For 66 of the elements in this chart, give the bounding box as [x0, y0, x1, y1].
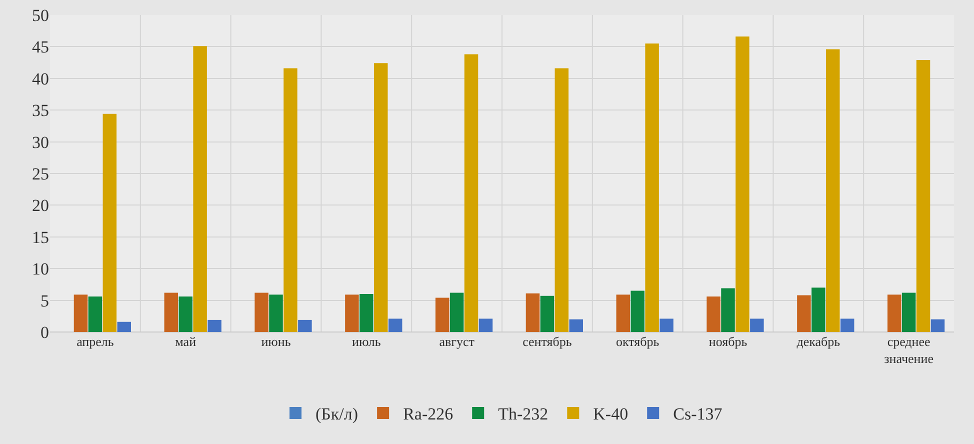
- bar: [193, 46, 207, 332]
- y-tick-label: 40: [32, 69, 49, 88]
- bar: [478, 318, 493, 332]
- y-tick-label: 35: [32, 101, 49, 120]
- bar: [164, 292, 178, 332]
- y-tick-label: 25: [32, 164, 49, 184]
- y-tick-label: 20: [32, 196, 49, 216]
- bar: [660, 318, 674, 332]
- bar: [554, 68, 569, 332]
- bar: [269, 294, 283, 332]
- x-tick-label: июнь: [261, 334, 291, 349]
- y-tick-label: 50: [32, 6, 49, 25]
- x-tick-label: август: [439, 334, 475, 349]
- bar: [826, 49, 840, 332]
- y-tick-label: 5: [40, 291, 49, 310]
- bar: [88, 296, 102, 332]
- bar: [750, 318, 764, 332]
- x-tick-label: май: [175, 334, 196, 349]
- bar: [464, 54, 478, 332]
- legend-label: Th-232: [498, 404, 548, 424]
- bar: [887, 294, 902, 332]
- bar: [540, 296, 554, 332]
- bar: [630, 290, 644, 332]
- bar: [284, 68, 298, 332]
- x-tick-label: среднее значение: [884, 334, 934, 366]
- bar: [840, 318, 854, 332]
- bar: [797, 295, 811, 332]
- x-tick-label: ноябрь: [708, 334, 748, 349]
- bar: [360, 294, 374, 332]
- legend-label: (Бк/л): [316, 404, 358, 424]
- y-tick-label: 10: [32, 260, 49, 279]
- x-tick-label: апрель: [76, 334, 114, 349]
- y-tick-label: 45: [32, 38, 49, 57]
- bar: [254, 292, 268, 332]
- bar: [374, 63, 388, 332]
- bar: [916, 60, 930, 332]
- bar: [706, 296, 720, 332]
- bar: [435, 298, 450, 332]
- bar: [902, 292, 916, 332]
- bar: [117, 322, 131, 332]
- bar: [102, 114, 117, 332]
- bar: [736, 36, 750, 332]
- x-tick-label: сентябрь: [522, 334, 572, 349]
- bar: [450, 292, 464, 332]
- bar: [526, 293, 540, 332]
- x-tick-label: декабрь: [796, 334, 840, 349]
- bar: [812, 288, 826, 332]
- legend-label: Ra-226: [403, 404, 454, 424]
- bar: [721, 288, 735, 332]
- bar: [74, 294, 88, 332]
- x-tick-label: октябрь: [616, 334, 660, 349]
- legend-label: Cs-137: [673, 404, 723, 424]
- x-tick-label: июль: [352, 334, 381, 349]
- bar: [930, 319, 945, 332]
- bar: [208, 320, 222, 332]
- bar: [645, 44, 659, 332]
- bar: [388, 318, 402, 332]
- y-tick-label: 0: [40, 322, 49, 342]
- bar: [616, 294, 630, 332]
- bar: [569, 319, 583, 332]
- bar: [345, 294, 359, 332]
- bar: [298, 320, 312, 332]
- legend-label: K-40: [593, 404, 628, 424]
- bar: [178, 296, 192, 332]
- y-tick-label: 15: [32, 228, 49, 247]
- y-tick-label: 30: [32, 132, 49, 152]
